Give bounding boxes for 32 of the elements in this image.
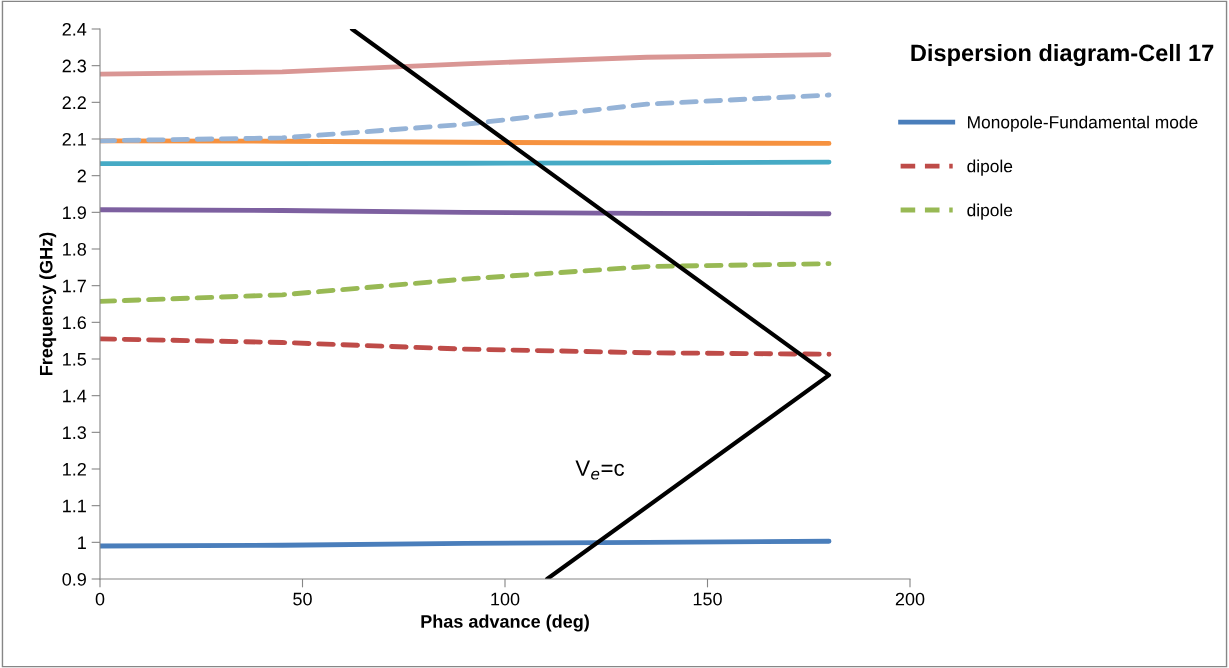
y-tick-label: 0.9 [62,572,86,586]
y-tick-label: 2 [77,169,86,183]
x-axis-title: Phas advance (deg) [421,614,589,632]
y-tick-label: 1.4 [63,389,87,403]
y-tick-label: 1.2 [63,462,86,476]
x-tick-label: 150 [693,592,722,606]
y-tick-label: 1.1 [63,499,86,513]
line-series [100,52,832,77]
line-series [100,261,832,304]
y-tick-label: 2.4 [62,22,87,36]
legend-label: dipole [967,159,1013,176]
x-tick-label: 200 [895,592,925,606]
legend-label: dipole [967,203,1013,220]
y-tick-label: 1.6 [63,316,87,330]
y-tick-label: 1.5 [63,353,87,366]
y-tick-label: 2.3 [62,59,87,73]
line-series [100,336,832,357]
y-tick-label: 1 [78,536,86,549]
y-tick-label: 1.3 [63,426,87,440]
y-tick-label: 1.8 [63,242,87,256]
annotation: V$_{e}$=c [575,460,625,480]
x-tick-label: 50 [293,592,312,606]
legend-label: Monopole-Fundamental mode [968,115,1198,132]
text: Dispersion diagram-Cell 17 [911,43,1214,67]
y-tick-label: 1.9 [63,206,86,220]
y-tick-label: 2.2 [62,96,86,109]
x-tick-label: 100 [491,592,520,606]
line-series [100,92,832,144]
y-tick-label: 1.7 [63,279,86,293]
x-tick-label: 0 [95,592,105,606]
y-tick-label: 2.1 [62,132,86,146]
y-axis-title: Frequency (GHz) [39,232,57,376]
